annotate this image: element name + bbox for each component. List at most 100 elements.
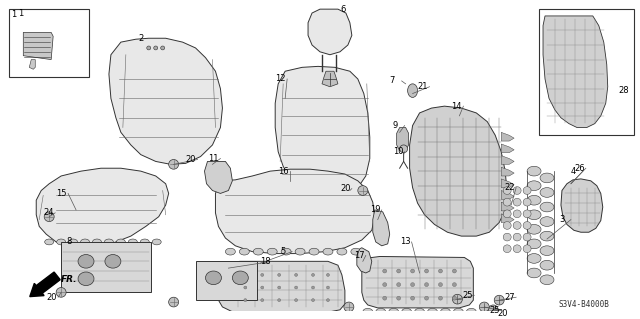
Ellipse shape (225, 248, 236, 255)
Polygon shape (372, 210, 390, 246)
Ellipse shape (161, 46, 164, 50)
Ellipse shape (540, 173, 554, 183)
Ellipse shape (494, 295, 504, 305)
Text: 25: 25 (489, 306, 500, 315)
Ellipse shape (351, 248, 361, 255)
Ellipse shape (383, 269, 387, 273)
Ellipse shape (540, 202, 554, 212)
Ellipse shape (376, 308, 386, 315)
Ellipse shape (540, 260, 554, 270)
Text: 20: 20 (340, 184, 351, 193)
Ellipse shape (105, 255, 121, 268)
Ellipse shape (527, 181, 541, 190)
Ellipse shape (523, 222, 531, 229)
Ellipse shape (232, 271, 248, 285)
Ellipse shape (513, 198, 521, 206)
Ellipse shape (154, 46, 157, 50)
Ellipse shape (452, 269, 456, 273)
Text: 1: 1 (19, 9, 24, 18)
Text: 5: 5 (280, 247, 285, 256)
Ellipse shape (503, 210, 511, 218)
Ellipse shape (527, 268, 541, 278)
Ellipse shape (503, 222, 511, 229)
Ellipse shape (253, 248, 263, 255)
Text: 22: 22 (504, 183, 515, 192)
FancyArrow shape (30, 272, 60, 297)
Ellipse shape (503, 233, 511, 241)
Polygon shape (308, 9, 352, 55)
Ellipse shape (337, 248, 347, 255)
Ellipse shape (278, 299, 281, 301)
Ellipse shape (503, 245, 511, 253)
Ellipse shape (312, 299, 314, 301)
Text: 24: 24 (44, 208, 54, 217)
Text: 14: 14 (451, 102, 462, 111)
Polygon shape (216, 169, 375, 254)
Ellipse shape (523, 210, 531, 218)
Ellipse shape (244, 273, 247, 276)
Ellipse shape (513, 233, 521, 241)
Ellipse shape (540, 231, 554, 241)
Ellipse shape (294, 299, 298, 301)
Ellipse shape (452, 296, 456, 300)
Ellipse shape (388, 308, 399, 315)
Bar (539, 9, 634, 135)
Polygon shape (23, 33, 53, 60)
Ellipse shape (268, 248, 277, 255)
Polygon shape (501, 214, 514, 223)
Polygon shape (543, 16, 608, 128)
Text: 18: 18 (260, 257, 271, 266)
Text: 10: 10 (393, 147, 403, 156)
Ellipse shape (56, 287, 66, 297)
Ellipse shape (488, 305, 498, 315)
Polygon shape (357, 248, 372, 273)
Ellipse shape (358, 186, 368, 195)
Ellipse shape (411, 269, 415, 273)
Ellipse shape (411, 296, 415, 300)
Ellipse shape (169, 297, 179, 307)
Text: 19: 19 (370, 205, 380, 214)
Bar (61, 242, 151, 293)
Ellipse shape (438, 269, 442, 273)
Ellipse shape (438, 283, 442, 286)
Ellipse shape (57, 239, 66, 245)
Ellipse shape (169, 160, 179, 169)
Ellipse shape (452, 294, 462, 304)
Text: 20: 20 (46, 293, 57, 302)
Ellipse shape (513, 187, 521, 194)
Text: 15: 15 (56, 189, 67, 198)
Ellipse shape (383, 296, 387, 300)
Ellipse shape (397, 269, 401, 273)
Ellipse shape (326, 273, 330, 276)
Ellipse shape (278, 273, 281, 276)
Ellipse shape (540, 275, 554, 285)
Ellipse shape (523, 187, 531, 194)
Text: 12: 12 (275, 74, 285, 84)
Ellipse shape (323, 248, 333, 255)
Polygon shape (561, 179, 603, 232)
Polygon shape (410, 106, 507, 236)
Polygon shape (36, 168, 169, 247)
Ellipse shape (424, 296, 429, 300)
Ellipse shape (527, 239, 541, 249)
Ellipse shape (239, 248, 250, 255)
Polygon shape (29, 60, 35, 69)
Ellipse shape (147, 46, 151, 50)
Ellipse shape (428, 308, 438, 315)
Text: 17: 17 (354, 251, 364, 260)
Text: 20: 20 (497, 309, 508, 318)
Ellipse shape (44, 212, 54, 222)
Ellipse shape (363, 308, 372, 315)
Ellipse shape (399, 145, 408, 153)
Text: 16: 16 (278, 167, 289, 176)
Ellipse shape (260, 286, 264, 289)
Ellipse shape (278, 286, 281, 289)
Ellipse shape (503, 198, 511, 206)
Ellipse shape (527, 254, 541, 263)
Ellipse shape (440, 308, 451, 315)
Text: 8: 8 (66, 237, 72, 247)
Ellipse shape (402, 308, 412, 315)
Ellipse shape (78, 255, 94, 268)
Text: 27: 27 (504, 293, 515, 302)
Ellipse shape (397, 296, 401, 300)
